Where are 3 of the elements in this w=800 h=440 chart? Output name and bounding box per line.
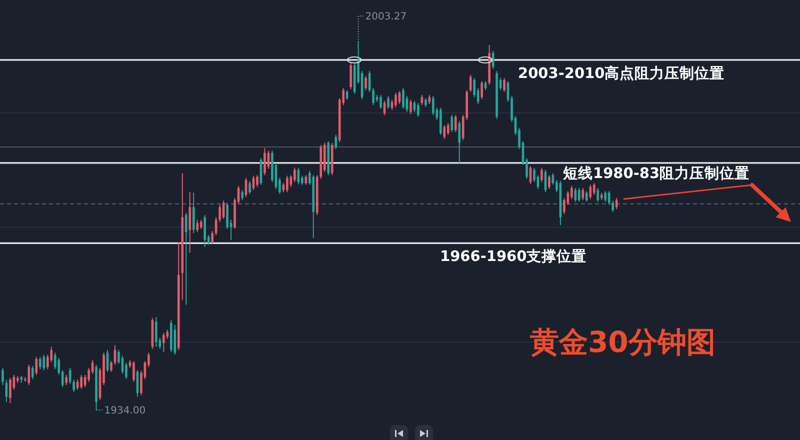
annotation: 1934.00 (104, 406, 146, 416)
title: 黄金30分钟图 (530, 325, 716, 359)
annotation: 2003.27 (365, 12, 407, 22)
